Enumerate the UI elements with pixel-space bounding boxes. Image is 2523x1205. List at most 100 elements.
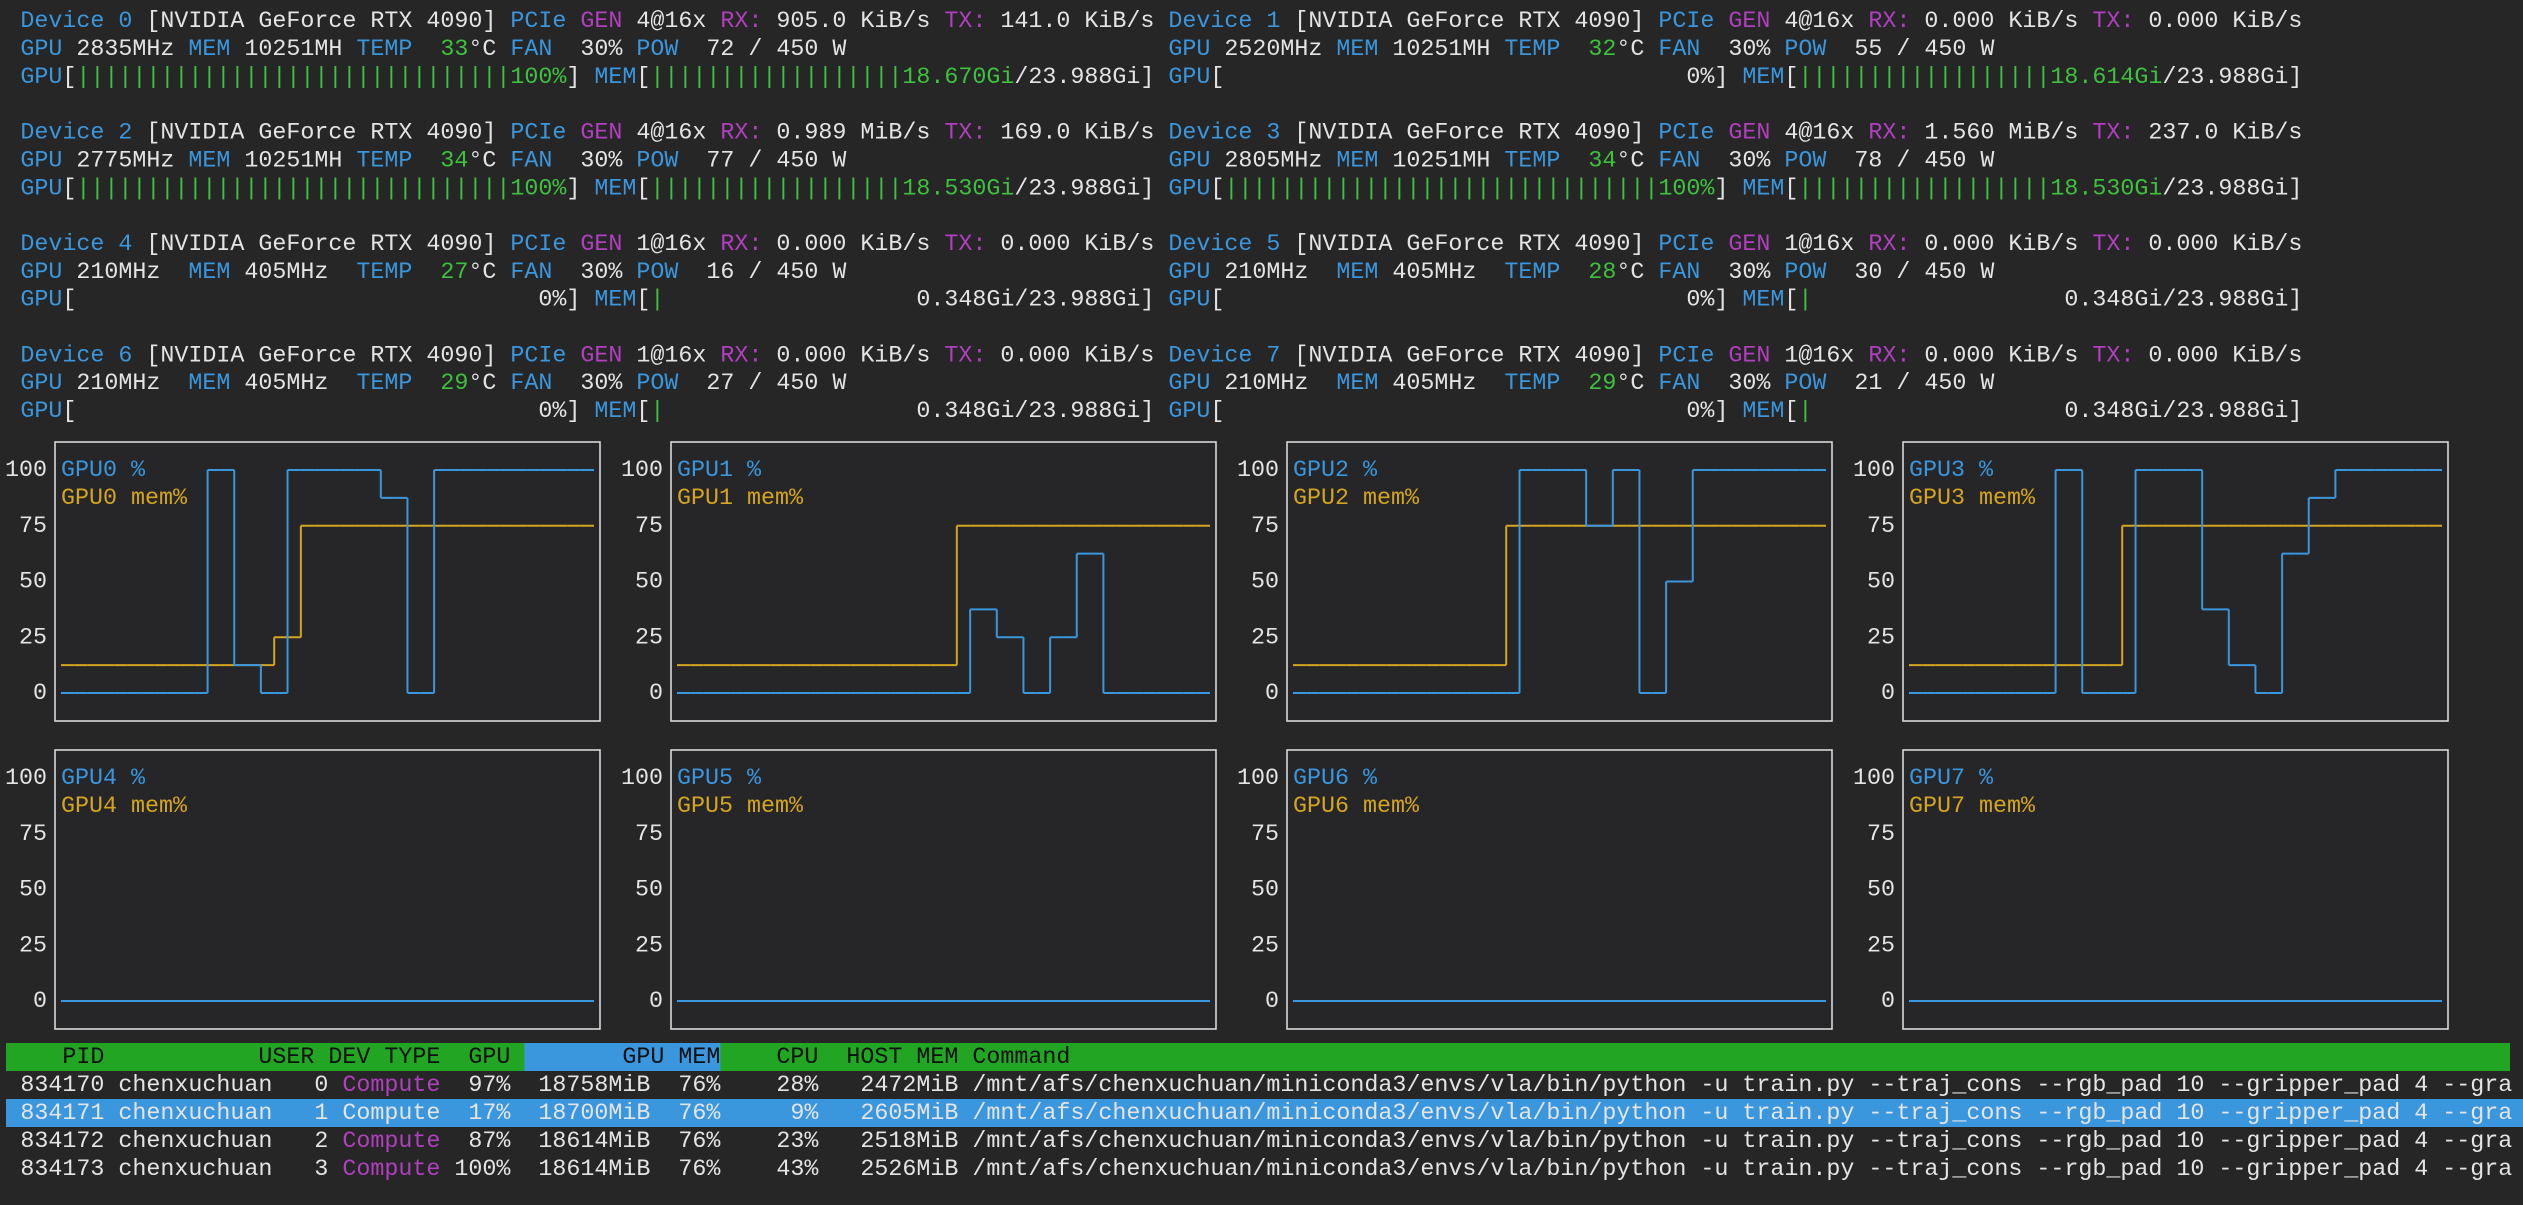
power-label: POW [1784, 260, 1826, 286]
table-header-bg [6, 1043, 2510, 1071]
pcie-label: PCIe [1658, 121, 1714, 147]
gpu-clock-label: GPU [20, 371, 62, 397]
y-tick-label: 75 [635, 514, 663, 540]
temperature: 34 [1588, 148, 1616, 174]
gpu-clock: 2775MHz [76, 148, 174, 174]
power-draw: 16 [706, 260, 734, 286]
power-sep: / [1896, 260, 1910, 286]
tx-rate: 0.000 KiB/s [2148, 9, 2302, 35]
mem-total-label: 23.988Gi [2176, 176, 2288, 202]
legend-entry: GPU2 % [1293, 458, 1378, 484]
gpu-bar-label: GPU [20, 176, 62, 202]
fan-label: FAN [1658, 148, 1700, 174]
mem-util: 76% [678, 1129, 721, 1155]
legend-entry: GPU2 mem% [1293, 486, 1420, 512]
bar-bracket: [ [636, 288, 650, 314]
power-draw: 30 [1854, 260, 1882, 286]
mem-clock-label: MEM [188, 37, 230, 63]
column-header: CPU [776, 1045, 818, 1071]
power-label: POW [636, 371, 678, 397]
mem-used-label: 0.348Gi [2064, 288, 2162, 314]
fan-label: FAN [510, 371, 552, 397]
temperature: 28 [1588, 260, 1616, 286]
bar-bracket: ] [2288, 288, 2302, 314]
power-label: POW [636, 148, 678, 174]
temperature: 33 [440, 37, 468, 63]
fan-speed: 30% [580, 37, 623, 63]
mem-usage-bar: |||||||||||||||||| [650, 65, 902, 91]
device: 3 [314, 1157, 328, 1183]
gpu-clock: 210MHz [1224, 260, 1308, 286]
mem-sep: / [2162, 65, 2176, 91]
legend-entry: GPU7 % [1909, 766, 1994, 792]
legend-entry: GPU5 mem% [677, 794, 804, 820]
pcie-label: PCIe [1658, 9, 1714, 35]
power-draw: 78 [1854, 148, 1882, 174]
power-limit: 450 [776, 148, 818, 174]
bar-bracket: ] [2288, 399, 2302, 425]
y-tick-label: 75 [1251, 822, 1279, 848]
rx-label: RX: [1868, 232, 1910, 258]
y-tick-label: 25 [1867, 625, 1895, 651]
y-tick-label: 100 [5, 766, 47, 792]
bar-bracket: [ [1784, 176, 1798, 202]
temp-unit: °C [1616, 371, 1644, 397]
pcie-gen: 1@16x [1784, 232, 1854, 258]
tx-rate: 141.0 KiB/s [1000, 9, 1154, 35]
gpu-util-bar: ||||||||||||||||||||||||||||||| [1224, 176, 1658, 202]
gpu-chart: 0 25 50 75 100 GPU5 %GPU5 mem% [621, 749, 1217, 1030]
mem-used-label: 0.348Gi [916, 288, 1014, 314]
legend-entry: GPU7 mem% [1909, 794, 2036, 820]
mem-usage-bar: | [1798, 288, 1812, 314]
host-mem: 2526MiB [860, 1157, 958, 1183]
pcie-label: PCIe [1658, 232, 1714, 258]
power-limit: 450 [776, 371, 818, 397]
y-tick-label: 50 [1867, 570, 1895, 596]
temp-unit: °C [1616, 260, 1644, 286]
rx-rate: 0.000 KiB/s [776, 343, 930, 369]
y-tick-label: 50 [635, 878, 663, 904]
y-tick-label: 100 [5, 458, 47, 484]
mem-clock: 10251MH [1392, 148, 1490, 174]
bar-bracket: ] [2288, 176, 2302, 202]
bar-bracket: ] [1140, 65, 1154, 91]
gpu-bar-label: GPU [20, 288, 62, 314]
fan-speed: 30% [580, 260, 623, 286]
mem-usage-bar: |||||||||||||||||| [1798, 65, 2050, 91]
power-draw: 72 [706, 37, 734, 63]
device-label: Device 5 [1168, 232, 1280, 258]
power-draw: 77 [706, 148, 734, 174]
y-tick-label: 0 [649, 681, 663, 707]
temp-unit: °C [468, 37, 496, 63]
temp-unit: °C [468, 260, 496, 286]
temp-label: TEMP [356, 260, 412, 286]
cpu-util: 9% [790, 1101, 819, 1127]
y-tick-label: 100 [1853, 766, 1895, 792]
type: Compute [342, 1157, 440, 1183]
pcie-gen: 4@16x [1784, 9, 1854, 35]
gpu-clock-label: GPU [1168, 260, 1210, 286]
rx-rate: 0.000 KiB/s [1924, 9, 2078, 35]
temp-unit: °C [468, 371, 496, 397]
chart-frame [670, 749, 1217, 1030]
power-sep: / [1896, 37, 1910, 63]
column-header: USER [258, 1045, 314, 1071]
mem-sep: / [2162, 176, 2176, 202]
y-tick-label: 100 [621, 458, 663, 484]
pcie-label: PCIe [510, 121, 566, 147]
gpu-bar-label: GPU [1168, 65, 1210, 91]
power-label: POW [1784, 148, 1826, 174]
gpu-clock-label: GPU [1168, 37, 1210, 63]
mem-util: 76% [678, 1101, 721, 1127]
device-name: [NVIDIA GeForce RTX 4090] [146, 232, 496, 258]
pid: 834172 [20, 1129, 104, 1155]
pcie-gen: 1@16x [636, 232, 706, 258]
mem-total-label: 23.988Gi [1028, 288, 1140, 314]
rx-rate: 0.989 MiB/s [776, 121, 930, 147]
bar-bracket: [ [1784, 288, 1798, 314]
pcie-label: PCIe [510, 232, 566, 258]
y-tick-label: 75 [1867, 822, 1895, 848]
pid: 834173 [20, 1157, 104, 1183]
